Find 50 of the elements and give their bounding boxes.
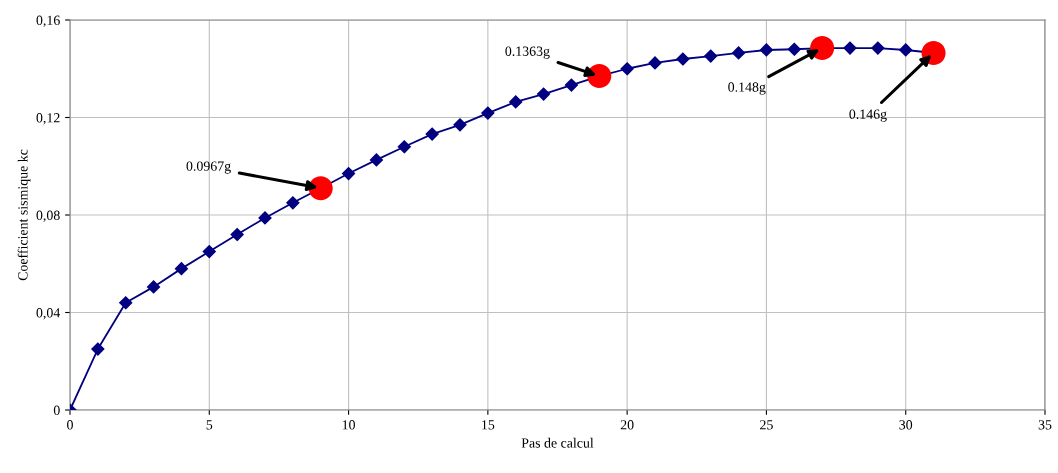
point <box>146 280 161 294</box>
point <box>843 41 857 55</box>
y-tick-label: 0 <box>53 405 60 415</box>
point <box>536 87 551 101</box>
x-tick-label: 15 <box>482 420 495 430</box>
y-tick-label: 0,16 <box>36 15 60 27</box>
y-axis-title: Coefficient sismique kc <box>17 149 31 281</box>
point <box>759 43 774 57</box>
point <box>119 296 133 310</box>
point <box>341 166 356 181</box>
point <box>899 43 913 57</box>
y-tick-label: 0,04 <box>36 308 61 320</box>
annotation: 0.148g <box>728 82 766 95</box>
point <box>230 227 244 242</box>
x-tick-label: 25 <box>760 420 773 430</box>
point <box>587 64 612 89</box>
x-tick-label: 0 <box>67 420 73 430</box>
point <box>397 140 411 154</box>
annotation: 0.146g <box>849 109 887 122</box>
point <box>509 95 523 109</box>
x-tick-label: 35 <box>1038 420 1052 430</box>
annotation: 0.0967g <box>186 161 231 174</box>
x-tick-label: 30 <box>899 420 913 430</box>
point <box>810 36 835 61</box>
point <box>453 118 467 132</box>
point <box>921 40 946 65</box>
x-axis-title: Pas de calcul <box>521 437 594 448</box>
point <box>202 244 216 259</box>
point <box>704 49 718 63</box>
y-tick-label: 0,12 <box>36 113 60 125</box>
x-tick-label: 10 <box>342 420 355 430</box>
point <box>731 46 746 60</box>
point <box>871 41 885 55</box>
point <box>308 176 333 201</box>
annotation: 0.1363g <box>505 46 550 59</box>
point <box>620 62 634 76</box>
point <box>481 106 495 120</box>
point <box>258 211 272 225</box>
point <box>676 52 690 66</box>
point <box>425 127 439 141</box>
x-tick-label: 5 <box>206 420 213 430</box>
point <box>91 342 105 356</box>
y-tick-label: 0,08 <box>36 210 60 222</box>
point <box>564 78 579 92</box>
point <box>787 42 801 56</box>
point <box>286 196 300 210</box>
point <box>648 56 662 70</box>
point <box>369 153 384 167</box>
x-tick-label: 20 <box>620 420 634 430</box>
point <box>174 262 189 276</box>
